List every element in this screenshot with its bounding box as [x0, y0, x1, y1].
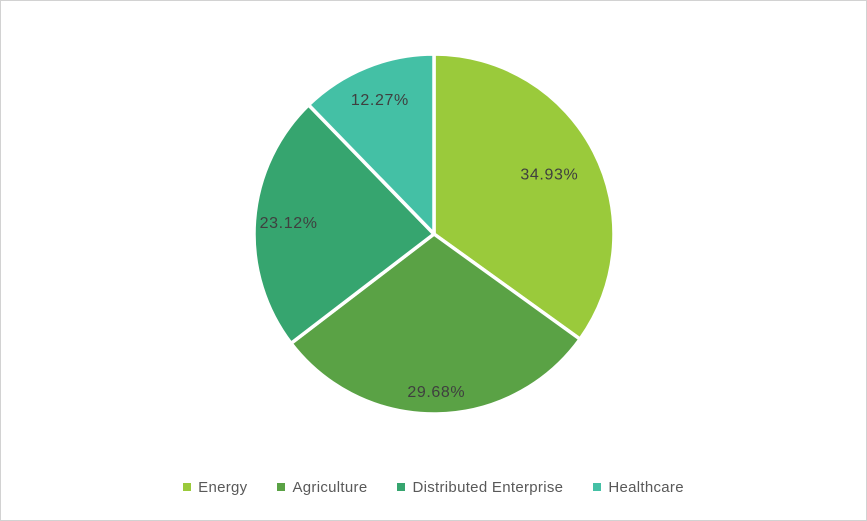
legend: Energy Agriculture Distributed Enterprise H… [1, 476, 866, 498]
pie-slice-agriculture[interactable] [289, 232, 582, 416]
data-label-energy: 34.93% [520, 166, 578, 183]
legend-label-agriculture: Agriculture [292, 478, 368, 496]
legend-item-healthcare[interactable]: Healthcare [593, 479, 684, 496]
data-label-agriculture: 29.68% [407, 384, 465, 401]
legend-marker-energy [183, 483, 192, 491]
pie-slice-healthcare[interactable] [306, 52, 436, 236]
legend-label-energy: Energy [198, 478, 248, 496]
legend-marker-distributed-enterprise [397, 483, 406, 491]
data-label-distributed-enterprise: 23.12% [260, 215, 318, 232]
legend-marker-agriculture [277, 483, 286, 491]
data-label-healthcare: 12.27% [351, 92, 409, 109]
legend-label-healthcare: Healthcare [608, 478, 684, 496]
pie-slice-energy[interactable] [432, 52, 616, 341]
legend-item-agriculture[interactable]: Agriculture [277, 479, 367, 496]
legend-item-energy[interactable]: Energy [183, 479, 247, 496]
pie-slice-distributed-enterprise[interactable] [252, 103, 436, 346]
legend-label-distributed-enterprise: Distributed Enterprise [412, 478, 564, 496]
legend-item-distributed-enterprise[interactable]: Distributed Enterprise [397, 479, 563, 496]
legend-marker-healthcare [593, 483, 602, 491]
